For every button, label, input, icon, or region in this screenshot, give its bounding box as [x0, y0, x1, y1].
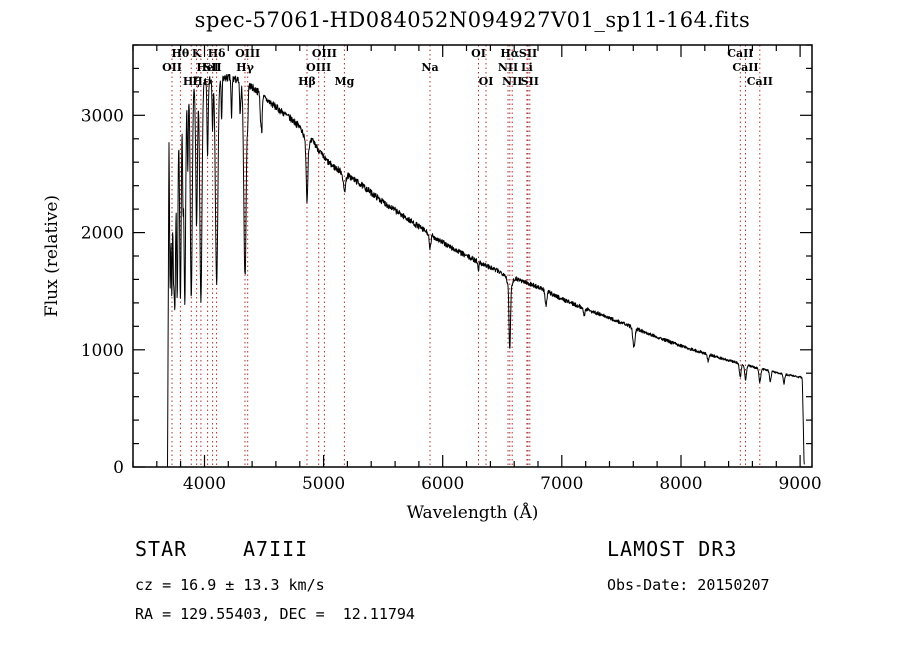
line-label: OIII [235, 47, 260, 60]
line-label: SII [203, 61, 221, 74]
line-label: CaII [727, 47, 753, 60]
line-label: HeI [196, 61, 219, 74]
line-label: Hβ [298, 75, 316, 88]
y-axis-label: Flux (relative) [42, 194, 62, 318]
line-label: SII [519, 47, 537, 60]
cz-value: cz = 16.9 ± 13.3 km/s [135, 576, 325, 594]
line-label: K [192, 47, 202, 60]
obs-date: Obs-Date: 20150207 [607, 576, 770, 594]
line-label: OIII [312, 47, 337, 60]
line-label: OII [162, 61, 182, 74]
x-tick-label: 5000 [302, 474, 345, 494]
tick-labels: 4000 5000 6000 7000 8000 9000 0 1000 2000 3000 [81, 106, 822, 494]
line-label: Hγ [236, 61, 254, 74]
line-label: Hε [192, 75, 209, 88]
line-label: Na [421, 61, 438, 74]
spectrum-trace [167, 73, 805, 468]
line-label: NII [498, 61, 518, 74]
line-label: CaII [732, 61, 758, 74]
x-tick-label: 6000 [421, 474, 464, 494]
ra-dec-coords: RA = 129.55403, DEC = 12.11794 [135, 605, 415, 623]
x-tick-label: 9000 [778, 474, 821, 494]
line-label: OI [479, 75, 494, 88]
line-label: CaII [747, 75, 773, 88]
line-label: NII [502, 75, 522, 88]
object-subclass: A7III [243, 537, 309, 561]
axis-ticks [132, 44, 812, 468]
x-tick-label: 4000 [183, 474, 226, 494]
line-label: Hζ [183, 75, 200, 88]
line-label: OI [471, 47, 486, 60]
object-class: STAR [135, 537, 188, 561]
y-tick-label: 2000 [81, 224, 124, 244]
line-label: OIII [306, 61, 331, 74]
x-axis-label: Wavelength (Å) [406, 503, 539, 523]
line-label: Li [521, 61, 533, 74]
y-tick-label: 0 [113, 458, 124, 478]
y-tick-label: 3000 [81, 106, 124, 126]
line-label: Hδ [208, 47, 226, 60]
x-tick-label: 8000 [659, 474, 702, 494]
survey-release: LAMOST DR3 [607, 537, 738, 561]
line-label: Mg [334, 75, 354, 88]
line-label: Hα [500, 47, 519, 60]
x-tick-label: 7000 [540, 474, 583, 494]
y-tick-label: 1000 [81, 341, 124, 361]
line-label: Hθ [172, 47, 190, 60]
chart-title: spec-57061-HD084052N094927V01_sp11-164.f… [194, 8, 751, 32]
spectral-line-markers [171, 45, 761, 467]
line-label: SII [521, 75, 539, 88]
